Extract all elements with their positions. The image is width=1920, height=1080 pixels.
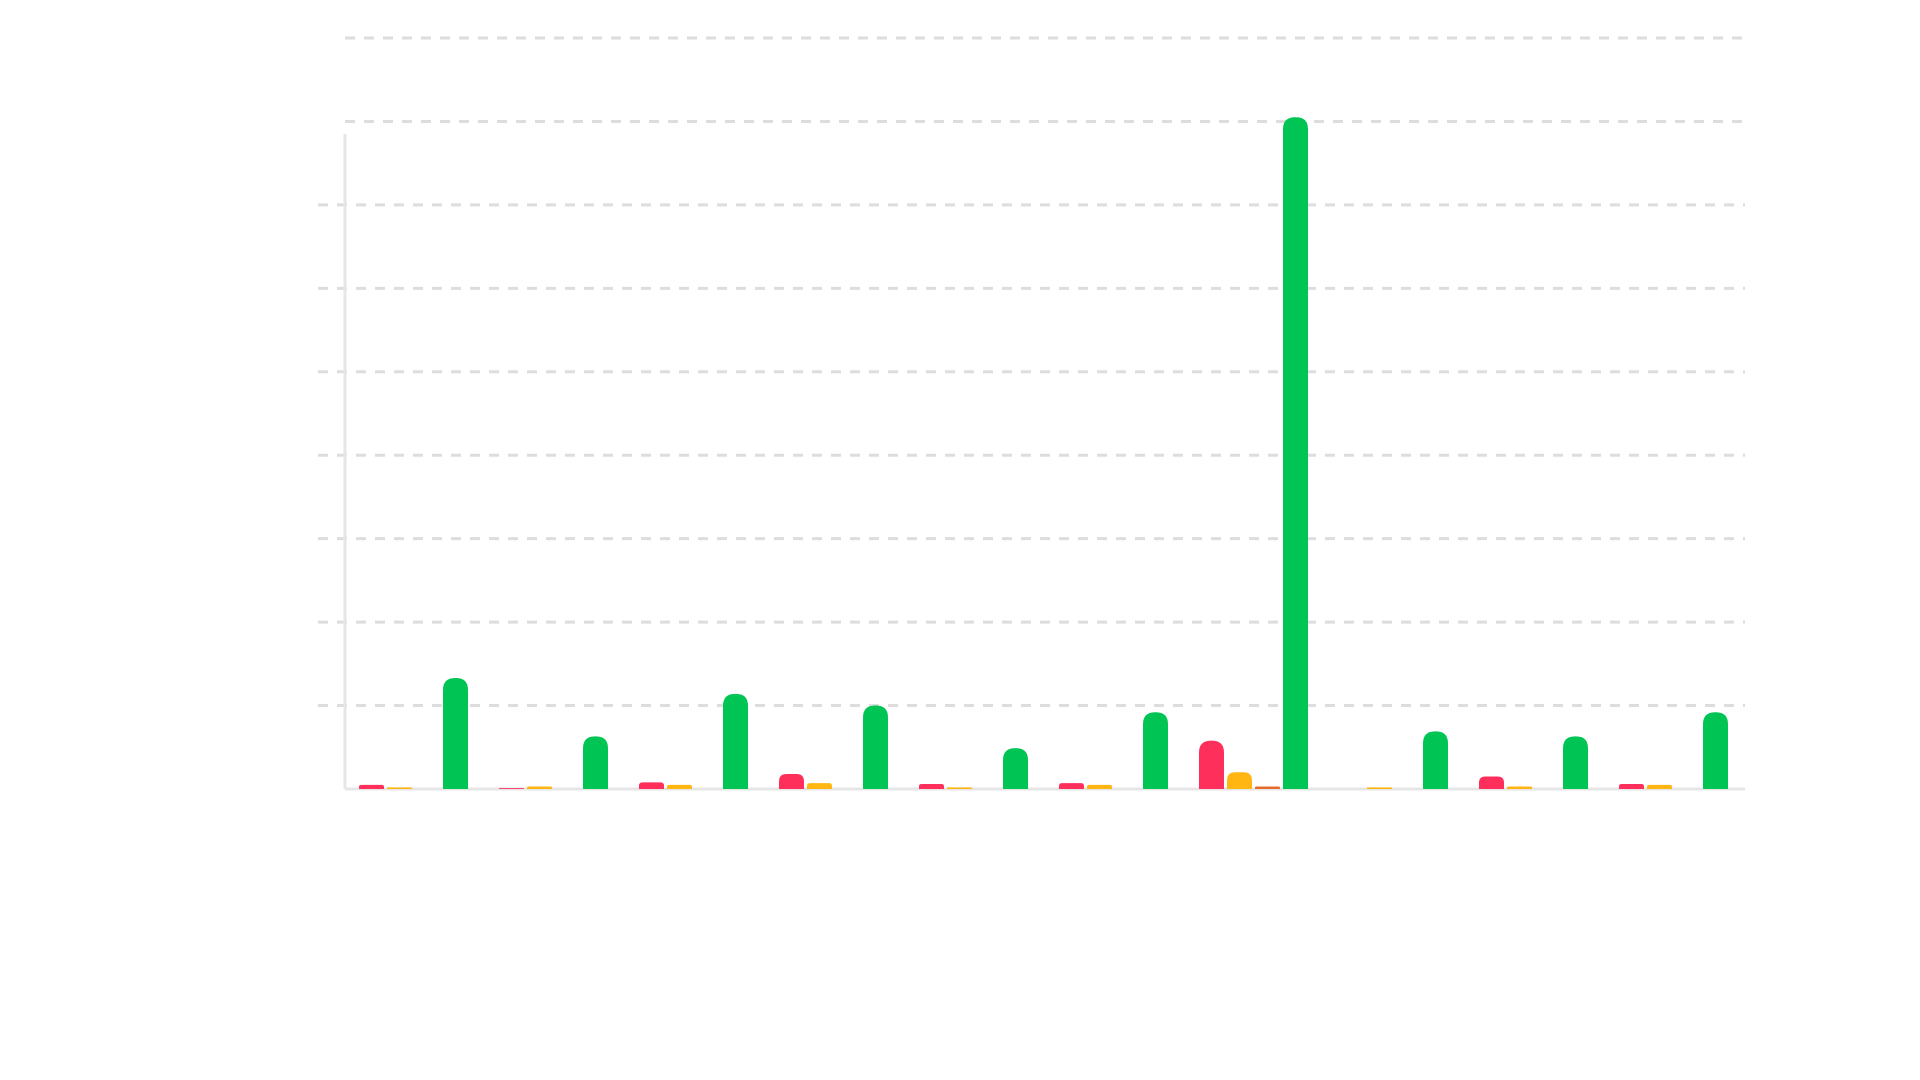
- bar-red-3: [639, 782, 664, 789]
- bar-yellow-2: [527, 786, 552, 789]
- bar-red-6: [1059, 783, 1084, 789]
- bar-green-4: [863, 705, 888, 789]
- bar-red-5: [919, 783, 944, 789]
- bar-red-4: [779, 773, 804, 789]
- bar-red-7: [1199, 740, 1224, 789]
- gridlines: [318, 36, 1745, 708]
- bar-green-3: [723, 693, 748, 789]
- bar-yellow-5: [947, 787, 972, 789]
- bar-yellow-8: [1367, 787, 1392, 789]
- bar-green-10: [1703, 712, 1728, 789]
- bar-green-9: [1563, 736, 1588, 789]
- bar-yellow-3: [667, 784, 692, 789]
- bar-red-2: [499, 788, 524, 789]
- bar-yellow-7: [1227, 772, 1252, 789]
- bar-yellow-6: [1087, 784, 1112, 789]
- bar-red-10: [1619, 783, 1644, 789]
- bar-red-9: [1479, 776, 1504, 789]
- bar-green-1: [443, 678, 468, 789]
- bar-yellow-9: [1507, 786, 1532, 789]
- bar-yellow-10: [1647, 784, 1672, 789]
- bar-green-5: [1003, 748, 1028, 789]
- bar-yellow-4: [807, 783, 832, 789]
- bars: [359, 117, 1728, 790]
- bar-red-1: [359, 784, 384, 789]
- bar-green-2: [583, 736, 608, 789]
- bar-orange-7: [1255, 786, 1280, 789]
- bar-green-8: [1423, 731, 1448, 789]
- bar-green-6: [1143, 712, 1168, 789]
- bar-green-7: [1283, 117, 1308, 790]
- axes: [343, 133, 1745, 791]
- bar-yellow-1: [387, 787, 412, 789]
